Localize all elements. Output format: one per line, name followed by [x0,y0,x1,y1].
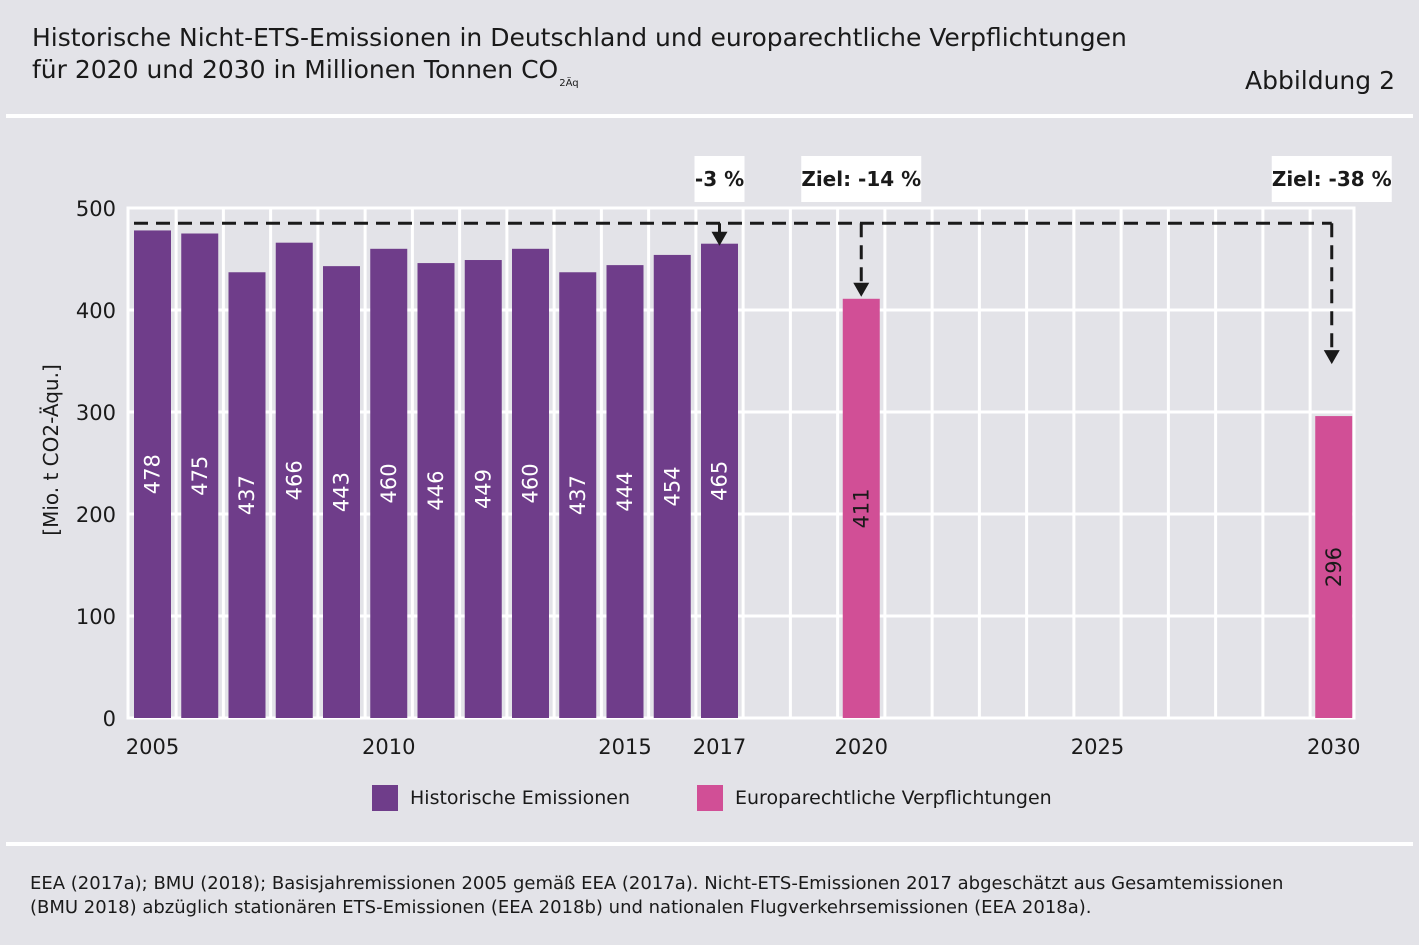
bar-value-label: 411 [849,488,873,528]
bar [370,248,408,719]
x-tick-label: 2025 [1071,735,1124,759]
title-line-2: für 2020 und 2030 in Millionen Tonnen CO… [32,54,1127,100]
y-tick-label: 300 [76,401,116,425]
legend-label-historical: Historische Emissionen [410,787,631,809]
bar [512,248,549,719]
legend-item-historical: Historische Emissionen [372,785,630,811]
legend-label-obligations: Europarechtliche Verpflichtungen [735,787,1052,809]
bar-value-label: 465 [708,461,732,501]
bar-value-label: 449 [471,469,495,509]
bar-value-label: 466 [282,460,306,500]
bar-value-label: 444 [613,472,637,512]
legend-item-obligations: Europarechtliche Verpflichtungen [697,785,1052,811]
bar [417,263,455,718]
x-tick-label: 2020 [835,735,888,759]
y-axis-label: [Mio. t CO2-Äqu.] [39,364,63,535]
bar [653,254,691,719]
title-line-1: Historische Nicht-ETS-Emissionen in Deut… [32,23,1127,52]
bar [842,298,880,718]
source-note: EEA (2017a); BMU (2018); Basisjahremissi… [30,872,1400,920]
bar [559,272,597,718]
bar-value-label: 446 [424,470,448,510]
bar [701,243,738,718]
bar-value-label: 443 [330,472,354,512]
chart-title: Historische Nicht-ETS-Emissionen in Deut… [32,22,1127,100]
bar-value-label: 454 [660,466,684,506]
source-line-2: (BMU 2018) abzüglich stationären ETS-Emi… [30,897,1092,918]
legend-swatch-historical [372,785,398,811]
bar [1315,416,1353,718]
bar [134,230,171,718]
bar-value-label: 460 [519,463,543,503]
x-tick-label: 2005 [126,735,179,759]
bar-value-label: 475 [188,456,212,496]
bar [275,242,313,718]
x-tick-label: 2030 [1307,735,1360,759]
bar [228,272,266,718]
top-divider [6,114,1413,118]
y-tick-label: 200 [76,503,116,527]
bar [323,266,360,718]
x-tick-label: 2010 [362,735,415,759]
source-line-1: EEA (2017a); BMU (2018); Basisjahremissi… [30,873,1284,894]
bar-value-label: 460 [377,463,401,503]
arrow-head [711,231,728,246]
annotation-box [801,156,922,202]
x-tick-label: 2015 [598,735,651,759]
bar-value-label: 478 [141,454,165,494]
y-tick-label: 500 [76,197,116,221]
annotation-box [694,156,745,202]
annotation-box [1271,156,1392,202]
arrow-head [853,282,870,297]
bar [606,265,644,718]
y-tick-label: 0 [103,707,116,731]
y-tick-label: 400 [76,299,116,323]
figure-label: Abbildung 2 [1244,66,1395,95]
bar-value-label: 296 [1322,547,1346,587]
title-line-2-text: für 2020 und 2030 in Millionen Tonnen CO [32,55,559,84]
legend-swatch-obligations [697,785,723,811]
x-tick-label: 2017 [693,735,746,759]
bar [181,233,219,718]
bar-value-label: 437 [566,475,590,515]
arrow-head [1323,350,1340,365]
annotation-label: Ziel: -38 % [1272,167,1392,191]
title-subscript: 2Äq [559,78,579,89]
bar [464,260,502,718]
annotation-label: Ziel: -14 % [801,167,921,191]
y-tick-label: 100 [76,605,116,629]
bar-value-label: 437 [235,475,259,515]
annotation-label: -3 % [695,167,744,191]
bottom-divider [6,842,1413,846]
